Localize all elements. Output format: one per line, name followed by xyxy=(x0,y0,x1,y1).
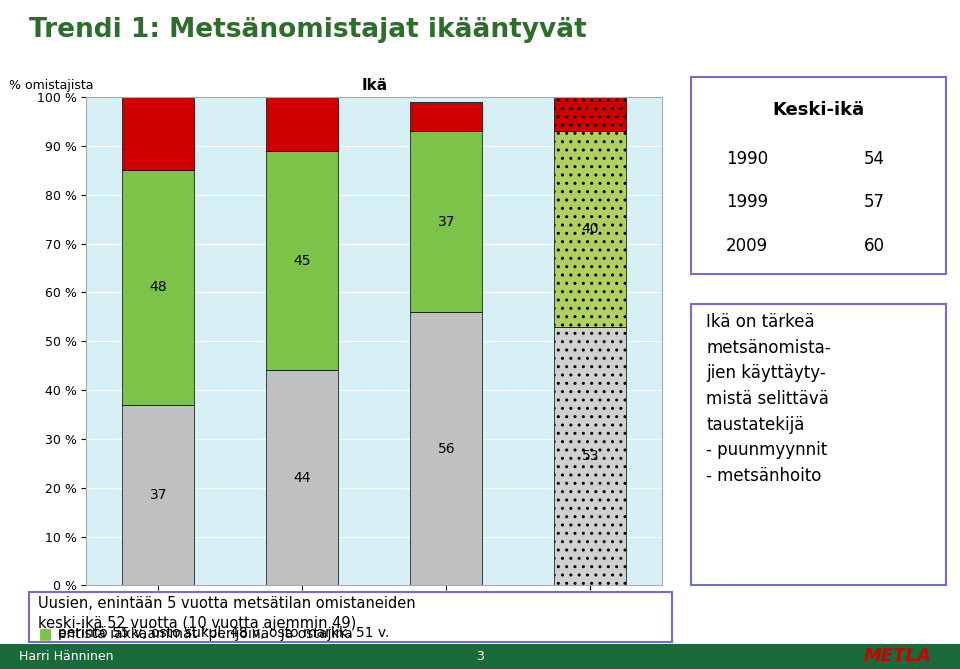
Bar xyxy=(411,131,482,312)
Text: Uusien, enintään 5 vuotta metsätilan omistaneiden
keski-ikä 52 vuotta (10 vuotta: Uusien, enintään 5 vuotta metsätilan omi… xyxy=(38,596,416,631)
Text: 1999: 1999 xyxy=(726,193,768,211)
Text: perintö 55 v, osto sukul. 48 v, osto markk. 51 v.: perintö 55 v, osto sukul. 48 v, osto mar… xyxy=(58,626,389,640)
Text: 6: 6 xyxy=(442,110,451,124)
Bar xyxy=(122,97,194,170)
Text: Harri Hänninen: Harri Hänninen xyxy=(19,650,113,663)
Text: 48: 48 xyxy=(150,280,167,294)
Bar xyxy=(122,170,194,405)
Bar xyxy=(266,371,338,585)
Text: 44: 44 xyxy=(294,471,311,485)
Bar xyxy=(266,151,338,371)
Text: 56: 56 xyxy=(438,442,455,456)
Legend: -40, 40-59, 60 -: -40, 40-59, 60 - xyxy=(765,103,846,165)
Text: 11: 11 xyxy=(293,117,312,131)
Bar xyxy=(555,92,626,131)
Text: 3: 3 xyxy=(476,650,484,663)
Bar xyxy=(122,405,194,585)
Text: Trendi 1: Metsänomistajat ikääntyvät: Trendi 1: Metsänomistajat ikääntyvät xyxy=(29,17,587,43)
Text: 15: 15 xyxy=(149,126,168,140)
Text: 53: 53 xyxy=(582,449,599,463)
Text: 57: 57 xyxy=(864,193,885,211)
Bar xyxy=(555,131,626,326)
Text: Keski-ikä: Keski-ikä xyxy=(773,100,864,118)
Text: ■: ■ xyxy=(38,628,52,641)
Text: 37: 37 xyxy=(150,488,167,502)
Text: 60: 60 xyxy=(864,237,885,255)
Text: 45: 45 xyxy=(294,254,311,268)
Text: 2009: 2009 xyxy=(726,237,768,255)
Text: Ikä on tärkeä
metsänomista-
jien käyttäyty-
mistä selittävä
taustatekijä
- puunm: Ikä on tärkeä metsänomista- jien käyttäy… xyxy=(707,313,831,485)
Bar xyxy=(411,102,482,131)
Text: 8: 8 xyxy=(586,104,595,118)
Text: % omistajista: % omistajista xyxy=(9,79,93,92)
Text: 40: 40 xyxy=(582,222,599,236)
Text: ■: ■ xyxy=(38,626,52,640)
Text: entistä iäkkäämmät “perijöinä” ja ostajina: entistä iäkkäämmät “perijöinä” ja ostaji… xyxy=(58,628,352,641)
Bar xyxy=(555,326,626,585)
Text: 54: 54 xyxy=(864,150,885,168)
Text: METLA: METLA xyxy=(863,648,931,665)
Text: 1990: 1990 xyxy=(726,150,768,168)
Bar xyxy=(266,97,338,151)
Title: Ikä: Ikä xyxy=(361,78,388,93)
Bar xyxy=(411,312,482,585)
Text: 37: 37 xyxy=(438,215,455,229)
